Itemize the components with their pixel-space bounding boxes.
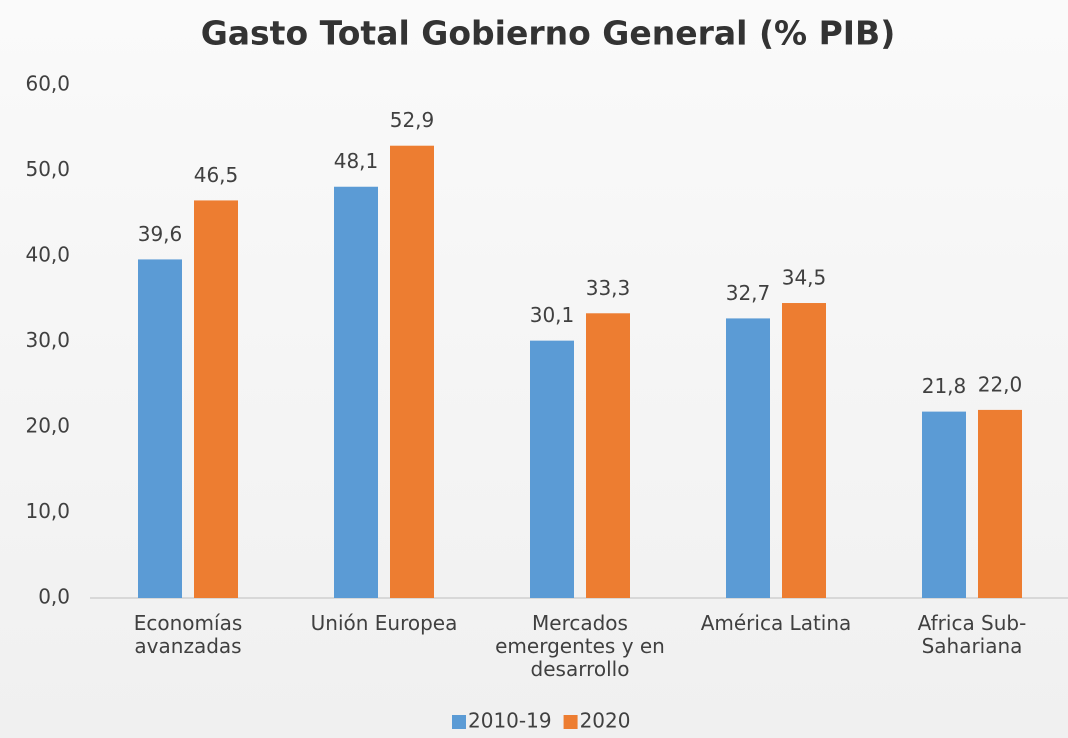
chart-title: Gasto Total Gobierno General (% PIB) <box>201 14 896 53</box>
legend-label: 2020 <box>580 709 631 733</box>
y-tick-label: 20,0 <box>25 414 70 438</box>
x-tick-label: Unión Europea <box>310 611 458 635</box>
legend-label: 2010-19 <box>468 709 552 733</box>
data-label: 48,1 <box>334 149 379 173</box>
data-label: 34,5 <box>782 266 827 290</box>
data-label: 39,6 <box>138 222 183 246</box>
legend-swatch <box>563 715 578 729</box>
data-label: 22,0 <box>978 372 1023 396</box>
x-tick-label: Mercados emergentes y en desarrollo <box>495 611 665 681</box>
y-tick-label: 40,0 <box>25 243 70 267</box>
y-tick-label: 10,0 <box>25 499 70 523</box>
bar <box>586 313 630 598</box>
bar <box>978 409 1022 598</box>
data-label: 21,8 <box>922 374 967 398</box>
bar <box>194 200 238 599</box>
x-tick-label: Economías avanzadas <box>133 611 243 658</box>
y-tick-label: 60,0 <box>25 72 70 96</box>
bar <box>726 318 770 598</box>
bar <box>922 411 966 598</box>
data-label: 46,5 <box>194 163 239 187</box>
x-tick-label: América Latina <box>700 611 852 635</box>
data-label: 32,7 <box>726 281 771 305</box>
bar <box>530 340 574 598</box>
y-tick-label: 0,0 <box>38 585 70 609</box>
bar <box>782 303 826 598</box>
bar <box>390 145 434 598</box>
y-tick-label: 30,0 <box>25 328 70 352</box>
data-label: 30,1 <box>530 303 575 327</box>
legend-swatch <box>452 715 466 729</box>
data-label: 52,9 <box>390 108 435 132</box>
data-label: 33,3 <box>586 276 631 300</box>
y-tick-label: 50,0 <box>25 157 70 181</box>
bar <box>138 259 182 598</box>
bar <box>334 186 378 598</box>
x-tick-label: Africa Sub-Sahariana <box>917 611 1027 658</box>
